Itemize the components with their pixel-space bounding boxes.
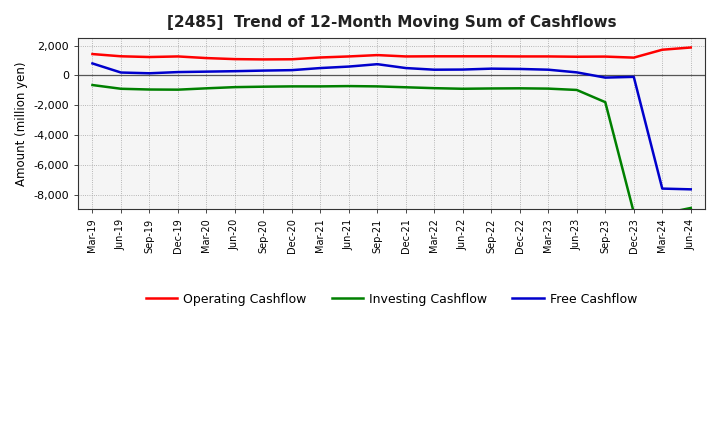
Free Cashflow (516, 66, 524, 72)
Operating Cashflow (202, 55, 211, 61)
Investing Cashflow (230, 84, 239, 90)
Operating Cashflow (230, 56, 239, 62)
Free Cashflow (402, 66, 410, 71)
Operating Cashflow (629, 55, 638, 60)
Free Cashflow (117, 70, 125, 75)
Operating Cashflow (430, 54, 438, 59)
Free Cashflow (430, 67, 438, 72)
Free Cashflow (88, 61, 96, 66)
Investing Cashflow (658, 211, 667, 216)
Operating Cashflow (459, 54, 467, 59)
Free Cashflow (345, 64, 354, 69)
Free Cashflow (230, 69, 239, 74)
Operating Cashflow (686, 45, 695, 50)
Investing Cashflow (544, 86, 553, 91)
Free Cashflow (601, 75, 610, 80)
Line: Investing Cashflow: Investing Cashflow (92, 85, 690, 214)
Investing Cashflow (202, 86, 211, 91)
Investing Cashflow (316, 84, 325, 89)
Investing Cashflow (629, 210, 638, 215)
Free Cashflow (686, 187, 695, 192)
Investing Cashflow (373, 84, 382, 89)
Investing Cashflow (402, 84, 410, 90)
Operating Cashflow (487, 54, 495, 59)
Operating Cashflow (402, 54, 410, 59)
Investing Cashflow (430, 85, 438, 91)
Operating Cashflow (544, 54, 553, 59)
Operating Cashflow (259, 57, 268, 62)
Operating Cashflow (117, 54, 125, 59)
Operating Cashflow (373, 52, 382, 58)
Investing Cashflow (88, 82, 96, 88)
Investing Cashflow (259, 84, 268, 89)
Free Cashflow (373, 62, 382, 67)
Title: [2485]  Trend of 12-Month Moving Sum of Cashflows: [2485] Trend of 12-Month Moving Sum of C… (167, 15, 616, 30)
Investing Cashflow (287, 84, 296, 89)
Legend: Operating Cashflow, Investing Cashflow, Free Cashflow: Operating Cashflow, Investing Cashflow, … (141, 288, 642, 311)
Operating Cashflow (316, 55, 325, 60)
Free Cashflow (544, 67, 553, 72)
Operating Cashflow (174, 54, 182, 59)
Investing Cashflow (686, 205, 695, 211)
Free Cashflow (259, 68, 268, 73)
Operating Cashflow (658, 47, 667, 52)
Operating Cashflow (287, 57, 296, 62)
Free Cashflow (287, 67, 296, 73)
Free Cashflow (572, 70, 581, 75)
Investing Cashflow (487, 86, 495, 91)
Free Cashflow (459, 67, 467, 72)
Investing Cashflow (174, 87, 182, 92)
Free Cashflow (487, 66, 495, 71)
Operating Cashflow (516, 54, 524, 59)
Operating Cashflow (345, 54, 354, 59)
Operating Cashflow (88, 51, 96, 57)
Investing Cashflow (117, 86, 125, 92)
Free Cashflow (202, 69, 211, 74)
Operating Cashflow (601, 54, 610, 59)
Free Cashflow (174, 70, 182, 75)
Operating Cashflow (145, 55, 154, 60)
Line: Operating Cashflow: Operating Cashflow (92, 48, 690, 59)
Investing Cashflow (459, 86, 467, 92)
Investing Cashflow (345, 84, 354, 89)
Free Cashflow (629, 74, 638, 80)
Y-axis label: Amount (million yen): Amount (million yen) (15, 62, 28, 186)
Investing Cashflow (572, 87, 581, 92)
Free Cashflow (145, 71, 154, 76)
Investing Cashflow (516, 86, 524, 91)
Investing Cashflow (601, 99, 610, 105)
Free Cashflow (316, 66, 325, 71)
Operating Cashflow (572, 54, 581, 59)
Free Cashflow (658, 186, 667, 191)
Investing Cashflow (145, 87, 154, 92)
Line: Free Cashflow: Free Cashflow (92, 63, 690, 189)
